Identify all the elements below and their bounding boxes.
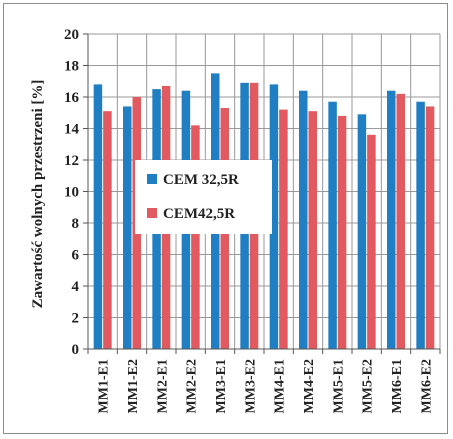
y-axis-title: Zawartość wolnych przestrzeni [%] [30, 80, 46, 309]
bar-cem-42-5r [279, 109, 288, 349]
x-tick-label: MM3-E2 [243, 359, 258, 413]
y-tick-label: 0 [72, 342, 80, 358]
bar-cem-42-5r [337, 115, 347, 350]
bar-cem-42-5r [425, 106, 435, 349]
bar-cem-32-5r [328, 101, 337, 349]
x-tick-label: MM2-E1 [155, 359, 170, 413]
x-tick-label: MM1-E1 [97, 359, 112, 413]
y-tick-label: 12 [64, 153, 79, 169]
bar-cem-42-5r [308, 111, 317, 349]
x-tick-labels: MM1-E1 MM1-E2 MM2-E1 MM2-E2 MM3-E1 MM3-E2 MM4-… [97, 359, 435, 413]
bar-cem-32-5r [93, 84, 103, 350]
bar-cem-32-5r [416, 101, 425, 349]
y-tick-label: 16 [64, 90, 80, 106]
y-tick-label: 8 [72, 216, 80, 232]
x-tick-label: MM2-E2 [185, 359, 200, 413]
x-tick-label: MM4-E2 [302, 359, 317, 413]
bar-cem-42-5r [103, 111, 112, 349]
x-tick-label: MM5-E1 [331, 359, 346, 413]
y-tick-label: 10 [64, 185, 79, 201]
legend-label: CEM 32,5R [163, 172, 239, 188]
x-tick-label: MM3-E1 [214, 359, 229, 413]
x-tick-label: MM6-E1 [390, 359, 405, 413]
bar-cem-32-5r [299, 90, 308, 349]
x-tick-label: MM1-E2 [126, 359, 141, 413]
legend-box [135, 160, 272, 234]
bar-cem-32-5r [387, 90, 396, 349]
y-tick-label: 6 [72, 248, 80, 264]
bar-cem-42-5r [396, 93, 405, 349]
legend-swatch [147, 208, 157, 218]
bar-cem-42-5r [367, 134, 376, 349]
legend-swatch [147, 174, 157, 184]
y-tick-labels: 0 2 4 6 8 10 12 14 16 18 20 [64, 27, 80, 358]
y-tick-label: 4 [72, 279, 80, 295]
x-tick-label: MM5-E2 [361, 359, 376, 413]
y-tick-label: 18 [64, 59, 79, 75]
y-tick-label: 20 [64, 27, 79, 43]
x-tick-label: MM6-E2 [419, 359, 434, 413]
legend-label: CEM42,5R [163, 206, 235, 222]
x-tick-label: MM4-E1 [273, 359, 288, 413]
bar-cem-32-5r [269, 84, 279, 350]
gridlines [87, 33, 441, 349]
axes [83, 33, 441, 354]
bar-cem-42-5r [191, 125, 200, 349]
y-tick-label: 2 [72, 311, 80, 327]
y-tick-label: 14 [64, 122, 80, 138]
bar-cem-32-5r [357, 114, 367, 349]
bar-cem-32-5r [123, 106, 132, 349]
legend: CEM 32,5R CEM42,5R [135, 160, 272, 234]
